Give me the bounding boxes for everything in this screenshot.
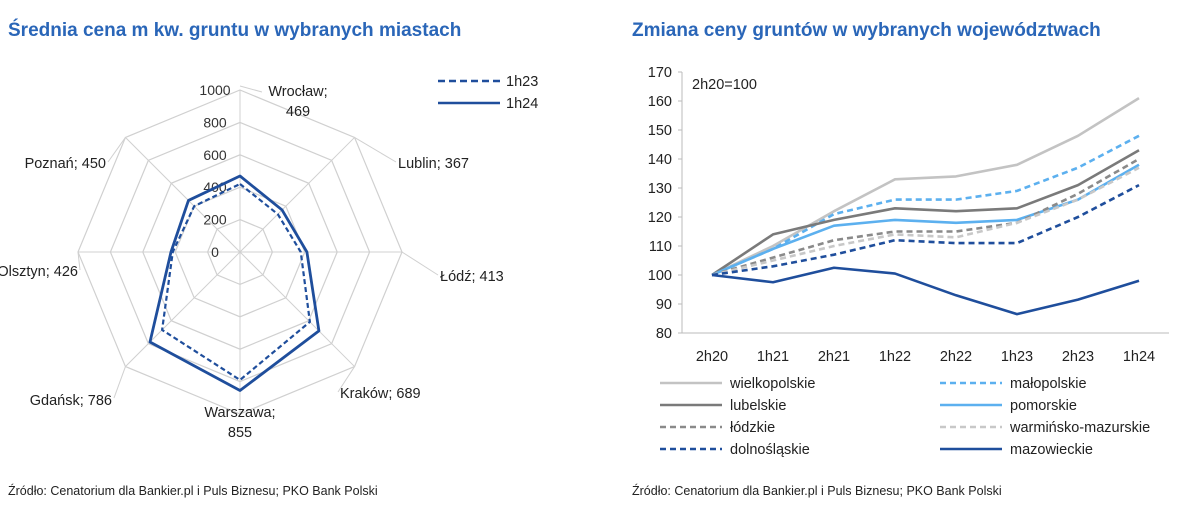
radar-chart-panel: Średnia cena m kw. gruntu w wybranych mi…: [0, 20, 538, 498]
radar-label-poznan: Poznań; 450: [25, 156, 106, 172]
line-legend-label-pomorskie: pomorskie: [1010, 398, 1077, 414]
line-series-lodzkie: [711, 157, 1140, 277]
radar-rtick-label: 0: [211, 244, 219, 260]
radar-label-leader: [354, 137, 397, 163]
radar-label-line: Lublin; 367: [398, 156, 469, 172]
line-x-tick-label: 1h22: [879, 349, 911, 365]
line-series-warminsko-mazurskie: [711, 166, 1140, 277]
line-x-tick-label: 2h20: [696, 349, 728, 365]
line-legend-label-lubelskie: lubelskie: [730, 398, 786, 414]
line-chart-title: Zmiana ceny gruntów w wybranych wojewódz…: [632, 20, 1101, 41]
radar-spoke: [125, 251, 241, 367]
line-y-tick-label: 150: [648, 123, 672, 139]
radar-series-1h24: [148, 174, 321, 392]
line-legend-label-lodzkie: łódzkie: [730, 420, 775, 436]
line-legend-label-malopolskie: małopolskie: [1010, 376, 1087, 392]
line-annotation: 2h20=100: [692, 77, 757, 93]
radar-rtick-label: 1000: [199, 82, 230, 98]
line-x-tick-label: 1h24: [1123, 349, 1155, 365]
radar-rtick-label: 200: [203, 212, 227, 228]
radar-label-leader: [337, 366, 355, 393]
line-series-dolnoslaskie: [711, 183, 1140, 277]
radar-label-leader: [107, 137, 126, 163]
line-y-tick-label: 140: [648, 152, 672, 168]
radar-label-olsztyn: Olsztyn; 426: [0, 264, 78, 280]
radar-label-line: Wrocław;: [268, 84, 327, 100]
radar-label-lublin: Lublin; 367: [398, 156, 469, 172]
line-chart-panel: Zmiana ceny gruntów w wybranych wojewódz…: [600, 0, 1200, 515]
radar-label-line: Kraków; 689: [340, 386, 421, 402]
line-legend-label-warminsko-mazurskie: warmińsko-mazurskie: [1009, 420, 1150, 436]
line-series-mazowieckie: [711, 266, 1140, 316]
radar-label-leader: [401, 251, 439, 276]
radar-label-line: Łódź; 413: [440, 269, 504, 285]
radar-label-line: Warszawa;: [204, 405, 275, 421]
line-y-tick-label: 80: [656, 326, 672, 342]
radar-label-wroclaw: Wrocław; 469: [268, 84, 327, 120]
line-y-tick-label: 110: [649, 239, 672, 255]
line-y-tick-label: 90: [656, 297, 672, 313]
line-x-tick-label: 1h21: [757, 349, 789, 365]
line-chart: 80 90 100 110 120 130 140 150 160 170 2h20 1h21 2h21…: [648, 65, 1169, 458]
radar-chart-source: Źródło: Cenatorium dla Bankier.pl i Puls…: [8, 484, 378, 498]
line-y-tick-label: 120: [648, 210, 672, 226]
radar-series-1h23: [161, 182, 311, 382]
line-series-lubelskie: [711, 149, 1140, 277]
radar-label-warszawa: Warszawa; 855: [204, 405, 275, 441]
line-x-tick-label: 2h23: [1062, 349, 1094, 365]
radar-label-line: Olsztyn; 426: [0, 264, 78, 280]
line-series-malopolskie: [711, 134, 1140, 277]
radar-label-line: 469: [286, 104, 310, 120]
line-legend-label-wielkopolskie: wielkopolskie: [729, 376, 815, 392]
radar-legend-label-1h23: 1h23: [506, 74, 538, 90]
line-legend-label-dolnoslaskie: dolnośląskie: [730, 442, 810, 458]
line-y-tick-label: 100: [648, 268, 672, 284]
line-series-wielkopolskie: [711, 96, 1140, 277]
radar-label-line: 855: [228, 425, 252, 441]
line-legend-label-mazowieckie: mazowieckie: [1010, 442, 1093, 458]
line-x-tick-label: 2h21: [818, 349, 850, 365]
radar-spoke: [239, 251, 355, 367]
radar-label-leader: [239, 85, 263, 93]
line-y-tick-label: 160: [648, 94, 672, 110]
radar-label-gdansk: Gdańsk; 786: [30, 393, 112, 409]
radar-label-leader: [77, 251, 81, 271]
radar-label-krakow: Kraków; 689: [340, 386, 421, 402]
line-y-tick-label: 130: [648, 181, 672, 197]
radar-rtick-label: 800: [203, 114, 227, 130]
radar-label-line: Poznań; 450: [25, 156, 106, 172]
radar-label-leader: [113, 366, 126, 399]
radar-spoke: [125, 137, 241, 253]
radar-spoke: [239, 137, 355, 253]
radar-label-lodz: Łódź; 413: [440, 269, 504, 285]
line-x-tick-label: 1h23: [1001, 349, 1033, 365]
radar-rtick-label: 600: [203, 147, 227, 163]
line-chart-source: Źródło: Cenatorium dla Bankier.pl i Puls…: [632, 484, 1002, 498]
line-y-tick-label: 170: [648, 65, 672, 81]
radar-chart-title: Średnia cena m kw. gruntu w wybranych mi…: [8, 20, 462, 41]
line-series-pomorskie: [711, 163, 1140, 277]
radar-label-line: Gdańsk; 786: [30, 393, 112, 409]
line-x-tick-label: 2h22: [940, 349, 972, 365]
radar-legend-label-1h24: 1h24: [506, 96, 538, 112]
